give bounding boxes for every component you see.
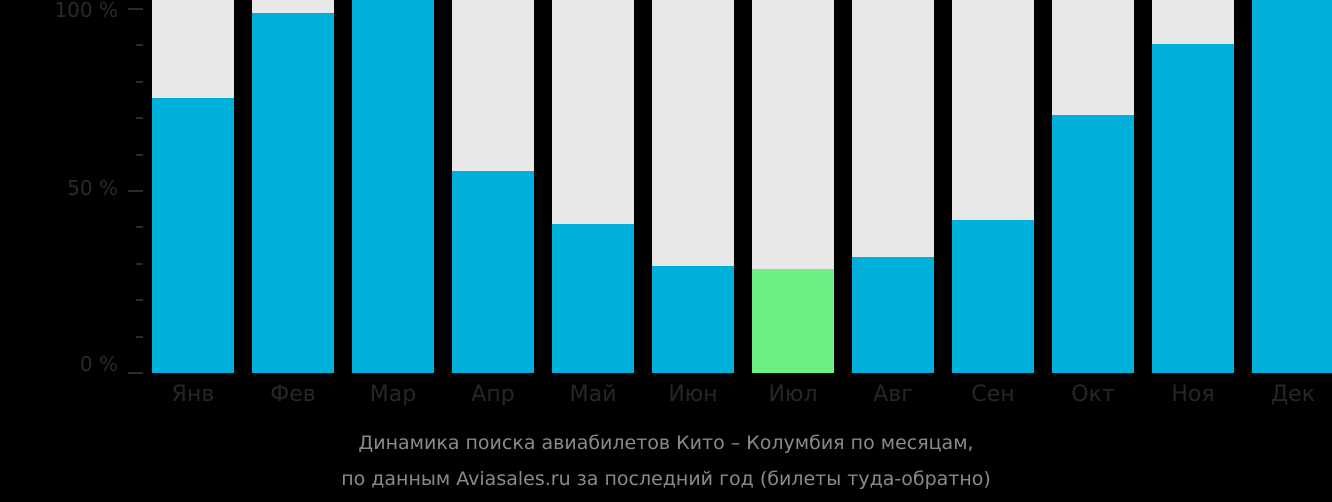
minor-tick	[136, 117, 143, 120]
bar-fill	[752, 269, 834, 373]
bar-fill	[1152, 43, 1234, 373]
bar-6	[652, 0, 734, 373]
x-label: Фев	[270, 382, 316, 407]
bar-11	[1152, 0, 1234, 373]
bar-8	[852, 0, 934, 373]
x-label: Янв	[171, 382, 215, 407]
bar-fill	[552, 223, 634, 373]
bar-10	[1052, 0, 1134, 373]
minor-tick	[136, 44, 143, 47]
x-label: Авг	[873, 382, 913, 407]
bar-7	[752, 0, 834, 373]
x-label: Ноя	[1171, 382, 1215, 407]
y-label-0: 0 %	[79, 352, 118, 376]
bar-fill	[652, 265, 734, 373]
bar-fill	[952, 220, 1034, 373]
bar-9	[952, 0, 1034, 373]
x-label: Июн	[668, 382, 718, 407]
bar-1	[152, 0, 234, 373]
y-label-50: 50 %	[67, 176, 118, 200]
bar-fill	[1252, 0, 1332, 373]
x-label: Май	[569, 382, 617, 407]
minor-tick	[136, 153, 143, 156]
chart-subtitle: по данным Aviasales.ru за последний год …	[341, 468, 991, 490]
minor-tick	[136, 80, 143, 83]
y-label-100: 100 %	[54, 0, 118, 22]
bar-12	[1252, 0, 1332, 373]
minor-tick	[136, 262, 143, 265]
major-tick	[128, 8, 143, 10]
x-label: Июл	[768, 382, 818, 407]
bar-fill	[452, 170, 534, 373]
bar-fill	[1052, 114, 1134, 373]
bar-3	[352, 0, 434, 373]
major-tick	[128, 372, 143, 374]
minor-tick	[136, 299, 143, 302]
bar-5	[552, 0, 634, 373]
major-tick	[128, 190, 143, 192]
x-label: Сен	[971, 382, 1015, 407]
minor-tick	[136, 226, 143, 229]
minor-tick	[136, 335, 143, 338]
bar-2	[252, 0, 334, 373]
bar-fill	[352, 0, 434, 373]
x-label: Мар	[369, 382, 417, 407]
chart-title: Динамика поиска авиабилетов Кито – Колум…	[358, 432, 974, 454]
bar-fill	[252, 12, 334, 373]
bar-4	[452, 0, 534, 373]
x-label: Окт	[1071, 382, 1115, 407]
bar-fill	[152, 98, 234, 373]
x-label: Дек	[1270, 382, 1315, 407]
x-label: Апр	[471, 382, 515, 407]
bar-fill	[852, 256, 934, 373]
